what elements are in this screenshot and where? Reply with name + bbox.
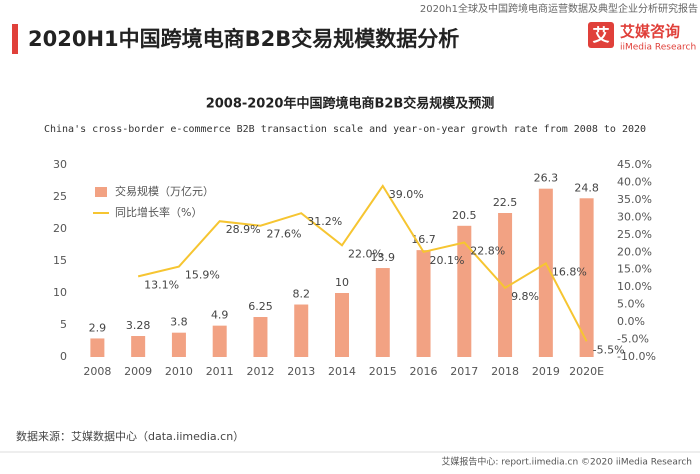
x-tick-label: 2020E [569, 365, 604, 378]
bar [457, 225, 472, 357]
y2-tick-label: 35.0% [617, 193, 652, 206]
y-tick-label: 20 [53, 222, 67, 235]
line-value-label: 27.6% [266, 228, 301, 241]
bar [579, 198, 594, 357]
bar-value-label: 26.3 [534, 172, 559, 185]
y2-tick-label: 10.0% [617, 280, 652, 293]
y2-tick-label: 15.0% [617, 263, 652, 276]
bar-value-label: 10 [335, 276, 349, 289]
y2-tick-label: 20.0% [617, 245, 652, 258]
x-tick-label: 2012 [246, 365, 274, 378]
bar [416, 250, 431, 357]
line-value-label: -5.5% [593, 343, 625, 356]
bar [538, 188, 553, 357]
footer: 艾媒报告中心: report.iimedia.cn ©2020 iiMedia … [441, 456, 692, 468]
y-tick-label: 30 [53, 158, 67, 171]
y-tick-label: 0 [60, 350, 67, 363]
line-value-label: 39.0% [389, 188, 424, 201]
y-tick-label: 25 [53, 190, 67, 203]
bar [335, 293, 349, 357]
chart-title: 2008-2020年中国跨境电商B2B交易规模及预测 [206, 96, 495, 112]
logo-name: 艾媒咨询 [620, 23, 680, 41]
logo-icon [588, 22, 614, 48]
legend-label: 同比增长率（%） [115, 205, 202, 219]
source: 数据来源：艾媒数据中心（data.iimedia.cn） [16, 429, 244, 443]
x-tick-label: 2011 [206, 365, 234, 378]
bar-value-label: 3.28 [126, 319, 151, 332]
bar [375, 268, 390, 357]
x-tick-label: 2009 [124, 365, 152, 378]
bar-value-label: 20.5 [452, 209, 477, 222]
y-tick-label: 5 [60, 318, 67, 331]
y2-tick-label: 30.0% [617, 210, 652, 223]
chart-subtitle: China's cross-border e-commerce B2B tran… [44, 124, 646, 135]
y2-tick-label: 5.0% [617, 298, 645, 311]
bar-value-label: 24.8 [574, 181, 599, 194]
x-tick-label: 2008 [83, 365, 111, 378]
line-value-label: 28.9% [226, 223, 261, 236]
x-tick-label: 2015 [369, 365, 397, 378]
line-value-label: 20.1% [430, 254, 465, 267]
bar [253, 317, 268, 357]
x-tick-label: 2019 [532, 365, 560, 378]
x-tick-label: 2014 [328, 365, 356, 378]
growth-line [137, 184, 588, 342]
y-tick-label: 10 [53, 286, 67, 299]
line-value-label: 13.1% [144, 278, 179, 291]
y2-tick-label: 45.0% [617, 158, 652, 171]
x-tick-label: 2013 [287, 365, 315, 378]
bar-value-label: 8.2 [292, 288, 310, 301]
report-name: 2020h1全球及中国跨境电商运营数据及典型企业分析研究报告 [420, 2, 698, 15]
bar-value-label: 2.9 [89, 321, 107, 334]
line-value-label: 15.9% [185, 269, 220, 282]
line-value-label: 9.8% [511, 290, 539, 303]
legend-label: 交易规模（万亿元） [115, 184, 214, 198]
line-value-label: 22.8% [470, 244, 505, 257]
x-tick-label: 2016 [410, 365, 438, 378]
page-title: 2020H1中国跨境电商B2B交易规模数据分析 [28, 27, 459, 51]
bar [131, 336, 146, 357]
bar [294, 304, 309, 357]
bar-value-label: 13.9 [371, 251, 396, 264]
line-value-label: 31.2% [307, 215, 342, 228]
line-value-label: 22.0% [348, 247, 383, 260]
bar-value-label: 4.9 [211, 309, 229, 322]
bar [171, 332, 186, 357]
x-tick-label: 2018 [491, 365, 519, 378]
y2-tick-label: -5.0% [617, 333, 649, 346]
y2-tick-label: 0.0% [617, 315, 645, 328]
logo-glyph: 艾 [593, 25, 610, 46]
line-value-label: 16.8% [552, 265, 587, 278]
y2-tick-label: -10.0% [617, 350, 656, 363]
logo-sub: iiMedia Research [620, 43, 696, 53]
bar [212, 325, 227, 357]
y2-tick-label: 25.0% [617, 228, 652, 241]
x-tick-label: 2010 [165, 365, 193, 378]
y-tick-label: 15 [53, 254, 67, 267]
bar-value-label: 22.5 [493, 196, 518, 209]
title-accent [12, 24, 18, 54]
bar [90, 338, 105, 357]
bar-value-label: 3.8 [170, 316, 188, 329]
x-tick-label: 2017 [450, 365, 478, 378]
bar-value-label: 6.25 [248, 300, 273, 313]
y2-tick-label: 40.0% [617, 175, 652, 188]
legend-swatch [95, 187, 107, 197]
bar [498, 213, 513, 357]
